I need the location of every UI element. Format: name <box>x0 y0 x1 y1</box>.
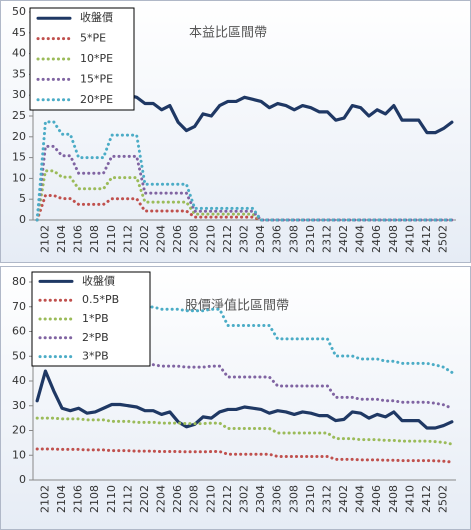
series-line <box>35 416 454 446</box>
y-tick-label: 30 <box>12 399 26 412</box>
x-tick-label: 2310 <box>304 485 317 513</box>
x-tick-label: 2212 <box>221 225 234 253</box>
x-tick-label: 2112 <box>121 225 134 253</box>
y-tick-label: 20 <box>12 424 26 437</box>
x-tick-label: 2412 <box>420 485 433 513</box>
x-tick-label: 2304 <box>254 485 267 513</box>
x-tick-label: 2206 <box>171 225 184 253</box>
legend-label: 2*PB <box>82 331 109 344</box>
x-tick-label: 2410 <box>403 485 416 513</box>
x-tick-label: 2210 <box>204 485 217 513</box>
x-tick-label: 2404 <box>354 225 367 253</box>
y-tick-label: 35 <box>12 67 26 80</box>
y-tick-label: 80 <box>12 275 26 288</box>
x-tick-label: 2112 <box>121 485 134 513</box>
series-line <box>35 369 454 430</box>
legend-label: 20*PE <box>80 93 113 106</box>
x-tick-label: 2108 <box>88 485 101 513</box>
y-tick-label: 0 <box>19 473 26 486</box>
x-tick-label: 2204 <box>155 485 168 513</box>
x-tick-label: 2312 <box>320 485 333 513</box>
legend-label: 1*PB <box>82 312 109 325</box>
x-tick-label: 2208 <box>188 485 201 513</box>
x-tick-label: 2410 <box>403 225 416 253</box>
x-tick-label: 2308 <box>287 485 300 513</box>
legend-label: 收盤價 <box>80 10 113 24</box>
legend-label: 3*PB <box>82 350 109 363</box>
legend-label: 0.5*PB <box>82 293 119 306</box>
x-tick-label: 2102 <box>38 225 51 253</box>
x-tick-label: 2110 <box>105 485 118 513</box>
y-tick-label: 0 <box>19 213 26 226</box>
x-tick-label: 2402 <box>337 485 350 513</box>
chart-title: 股價淨值比區間帶 <box>185 298 289 314</box>
x-tick-label: 2104 <box>55 485 68 513</box>
x-tick-label: 2108 <box>88 225 101 253</box>
y-tick-label: 45 <box>12 26 26 39</box>
y-tick-label: 70 <box>12 300 26 313</box>
x-tick-label: 2202 <box>138 225 151 253</box>
legend-label: 收盤價 <box>82 273 115 287</box>
y-tick-label: 5 <box>19 192 26 205</box>
x-tick-label: 2208 <box>188 225 201 253</box>
y-tick-label: 10 <box>12 171 26 184</box>
x-tick-label: 2304 <box>254 225 267 253</box>
x-tick-label: 2412 <box>420 225 433 253</box>
legend-label: 15*PE <box>80 72 113 85</box>
y-tick-label: 30 <box>12 88 26 101</box>
x-tick-label: 2202 <box>138 485 151 513</box>
series-line <box>35 169 454 222</box>
x-tick-label: 2402 <box>337 225 350 253</box>
legend-label: 10*PE <box>80 52 113 65</box>
x-tick-label: 2408 <box>387 485 400 513</box>
y-tick-label: 10 <box>12 448 26 461</box>
series-line <box>35 354 454 410</box>
x-tick-label: 2106 <box>72 485 85 513</box>
x-tick-label: 2312 <box>320 225 333 253</box>
y-tick-label: 20 <box>12 130 26 143</box>
x-tick-label: 2306 <box>271 485 284 513</box>
x-tick-label: 2308 <box>287 225 300 253</box>
chart-title: 本益比區間帶 <box>189 26 267 41</box>
x-tick-label: 2104 <box>55 225 68 253</box>
x-tick-label: 2310 <box>304 225 317 253</box>
legend-label: 5*PE <box>80 32 106 45</box>
x-tick-label: 2406 <box>370 485 383 513</box>
series-line <box>35 120 454 222</box>
x-tick-label: 2204 <box>155 225 168 253</box>
x-tick-label: 2212 <box>221 485 234 513</box>
x-tick-label: 2502 <box>437 225 450 253</box>
series-line <box>35 447 454 464</box>
x-tick-label: 2306 <box>271 225 284 253</box>
y-tick-label: 50 <box>12 349 26 362</box>
y-tick-label: 40 <box>12 47 26 60</box>
series-line <box>35 144 454 222</box>
y-tick-label: 25 <box>12 109 26 122</box>
y-tick-label: 60 <box>12 325 26 338</box>
x-tick-label: 2110 <box>105 225 118 253</box>
x-tick-label: 2210 <box>204 225 217 253</box>
x-tick-label: 2406 <box>370 225 383 253</box>
y-tick-label: 50 <box>12 5 26 18</box>
x-tick-label: 2408 <box>387 225 400 253</box>
x-tick-label: 2102 <box>38 485 51 513</box>
y-tick-label: 40 <box>12 374 26 387</box>
x-tick-label: 2404 <box>354 485 367 513</box>
y-tick-label: 15 <box>12 151 26 164</box>
x-tick-label: 2302 <box>238 485 251 513</box>
x-tick-label: 2106 <box>72 225 85 253</box>
x-tick-label: 2502 <box>437 485 450 513</box>
x-tick-label: 2302 <box>238 225 251 253</box>
x-tick-label: 2206 <box>171 485 184 513</box>
